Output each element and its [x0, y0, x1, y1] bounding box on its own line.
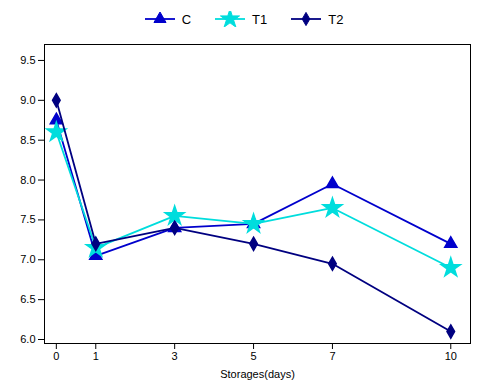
svg-text:9.0: 9.0	[20, 94, 35, 106]
svg-text:6.0: 6.0	[20, 333, 35, 345]
svg-text:7.0: 7.0	[20, 253, 35, 265]
svg-text:9.5: 9.5	[20, 54, 35, 66]
svg-text:3: 3	[172, 350, 178, 362]
html-text:C: C	[181, 11, 191, 27]
svg-text:6.5: 6.5	[20, 293, 35, 305]
svg-text:8.0: 8.0	[20, 174, 35, 186]
svg-text:5: 5	[250, 350, 256, 362]
html-text:T1: T1	[252, 11, 268, 27]
svg-text:10: 10	[445, 350, 457, 362]
svg-text:7: 7	[329, 350, 335, 362]
svg-text:1: 1	[93, 350, 99, 362]
svg-text:Storages(days): Storages(days)	[220, 368, 295, 380]
html-text:T2: T2	[328, 11, 344, 27]
svg-text:0: 0	[53, 350, 59, 362]
svg-text:8.5: 8.5	[20, 134, 35, 146]
svg-text:7.5: 7.5	[20, 213, 35, 225]
